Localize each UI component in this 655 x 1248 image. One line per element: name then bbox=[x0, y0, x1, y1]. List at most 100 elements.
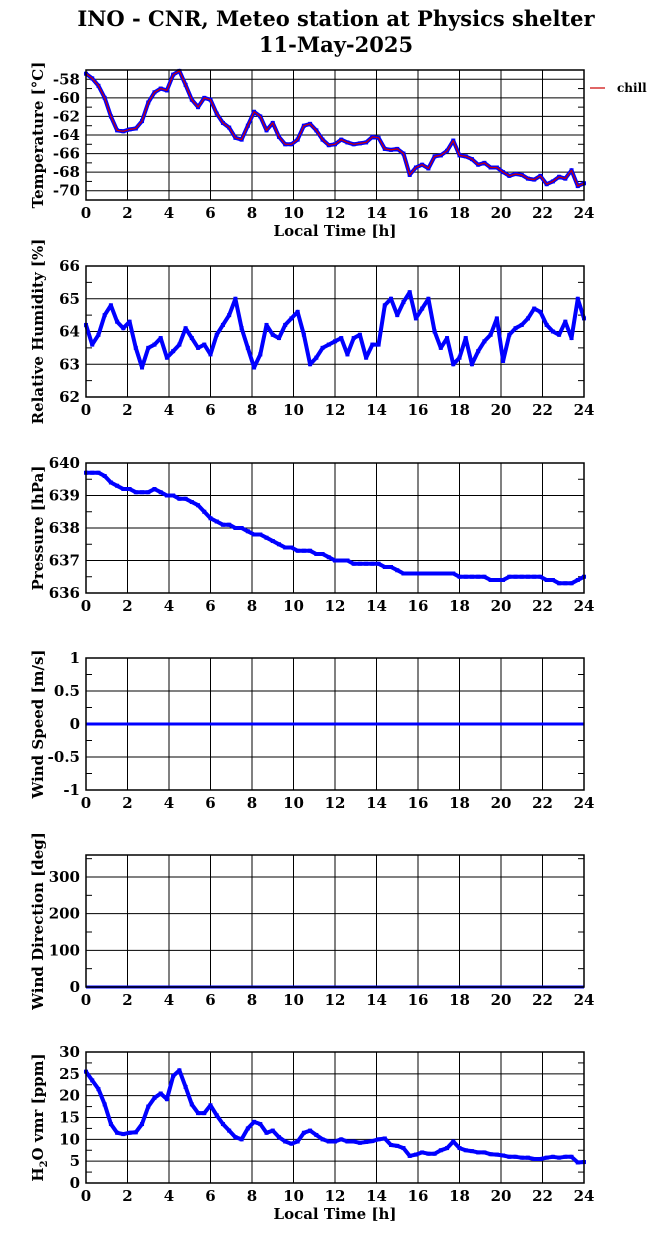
data-point bbox=[295, 309, 300, 314]
data-point bbox=[333, 558, 337, 563]
data-point bbox=[258, 532, 263, 537]
data-point bbox=[482, 339, 487, 344]
data-point bbox=[276, 336, 281, 341]
data-point bbox=[102, 313, 107, 318]
data-point bbox=[575, 296, 580, 301]
data-point bbox=[563, 581, 568, 586]
x-tick-label: 2 bbox=[122, 401, 132, 419]
data-point bbox=[164, 1097, 169, 1102]
data-point bbox=[488, 578, 493, 582]
data-point bbox=[438, 1148, 443, 1153]
data-point bbox=[152, 1095, 157, 1100]
data-point bbox=[557, 332, 562, 337]
y-tick-label: -66 bbox=[53, 145, 80, 163]
data-point bbox=[438, 571, 443, 576]
data-point bbox=[214, 332, 219, 337]
x-tick-label: 18 bbox=[449, 794, 470, 812]
data-point bbox=[364, 561, 369, 566]
x-tick-label: 24 bbox=[574, 991, 595, 1009]
x-tick-label: 18 bbox=[449, 597, 470, 615]
data-point bbox=[420, 1150, 425, 1155]
x-tick-label: 16 bbox=[408, 204, 429, 222]
x-tick-label: 24 bbox=[574, 1187, 595, 1205]
data-point bbox=[357, 1140, 362, 1145]
data-point bbox=[146, 1104, 151, 1109]
x-tick-label: 14 bbox=[366, 401, 387, 419]
y-axis-label: H2O vmr [ppm] bbox=[29, 1053, 50, 1181]
data-point bbox=[245, 1126, 250, 1131]
data-point bbox=[239, 1137, 244, 1142]
x-tick-label: 18 bbox=[449, 204, 470, 222]
data-point bbox=[420, 571, 425, 576]
data-point bbox=[308, 362, 313, 367]
data-point bbox=[183, 326, 188, 331]
data-point bbox=[351, 1139, 356, 1144]
data-point bbox=[532, 1156, 537, 1161]
data-point bbox=[532, 574, 537, 579]
x-tick-label: 4 bbox=[164, 794, 174, 812]
data-point bbox=[121, 326, 126, 331]
data-point bbox=[426, 296, 431, 301]
data-point bbox=[239, 526, 244, 530]
x-tick-label: 24 bbox=[574, 204, 595, 222]
data-point bbox=[171, 349, 176, 354]
data-point bbox=[133, 345, 138, 350]
x-tick-label: 16 bbox=[408, 794, 429, 812]
x-tick-label: 12 bbox=[325, 794, 346, 812]
legend-label: chill bbox=[617, 81, 647, 95]
y-tick-label: 5 bbox=[70, 1152, 80, 1170]
data-point bbox=[494, 1152, 499, 1157]
data-point bbox=[426, 1151, 431, 1156]
data-point bbox=[519, 574, 524, 579]
y-tick-label: 639 bbox=[49, 487, 80, 505]
x-tick-label: 16 bbox=[408, 597, 429, 615]
y-tick-label: -64 bbox=[53, 126, 80, 144]
y-tick-label: 1 bbox=[70, 649, 80, 667]
y-tick-label: -58 bbox=[53, 70, 80, 88]
plot-frame bbox=[85, 1051, 585, 1184]
y-tick-label: 0 bbox=[70, 1174, 80, 1192]
y-tick-label: 100 bbox=[49, 941, 80, 959]
data-point bbox=[140, 365, 145, 370]
data-point bbox=[488, 1152, 493, 1157]
data-point bbox=[401, 300, 406, 305]
data-point bbox=[326, 555, 331, 560]
data-point bbox=[382, 565, 387, 569]
x-tick-label: 20 bbox=[491, 204, 512, 222]
data-point bbox=[407, 571, 412, 576]
x-tick-label: 24 bbox=[574, 794, 595, 812]
data-point bbox=[270, 539, 275, 543]
x-tick-label: 2 bbox=[122, 597, 132, 615]
x-tick-label: 0 bbox=[81, 204, 91, 222]
y-tick-label: 25 bbox=[59, 1065, 80, 1083]
data-point bbox=[177, 342, 182, 347]
data-point bbox=[202, 509, 207, 514]
x-tick-label: 10 bbox=[283, 401, 304, 419]
x-tick-label: 2 bbox=[122, 991, 132, 1009]
x-tick-label: 2 bbox=[122, 204, 132, 222]
data-point bbox=[469, 574, 474, 579]
x-tick-label: 16 bbox=[408, 1187, 429, 1205]
data-point bbox=[420, 306, 425, 311]
data-point bbox=[233, 296, 238, 301]
data-point bbox=[96, 332, 101, 337]
x-tick-label: 14 bbox=[366, 204, 387, 222]
data-point bbox=[395, 313, 400, 318]
data-point bbox=[258, 1122, 263, 1127]
y-tick-label: 300 bbox=[49, 868, 80, 886]
data-point bbox=[544, 322, 549, 327]
data-point bbox=[563, 319, 568, 324]
data-point bbox=[376, 1137, 381, 1142]
data-point bbox=[569, 581, 574, 586]
data-point bbox=[438, 345, 443, 350]
data-point bbox=[333, 1139, 337, 1144]
data-point bbox=[339, 558, 344, 563]
panels: -58-60-62-64-66-68-700 2 4 6 8 10 12 14 16 18 20 22… bbox=[29, 62, 647, 1223]
y-tick-label: -70 bbox=[53, 182, 80, 200]
data-point bbox=[488, 332, 493, 337]
data-point bbox=[501, 578, 506, 582]
y-tick-label: -0.5 bbox=[48, 748, 80, 766]
data-point bbox=[96, 1087, 101, 1092]
